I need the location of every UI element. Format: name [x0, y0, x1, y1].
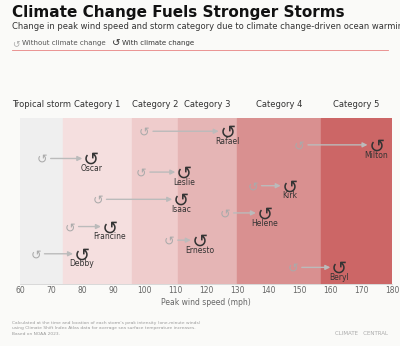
- Text: Category 2: Category 2: [132, 100, 178, 109]
- Text: ↺: ↺: [112, 38, 121, 48]
- Text: Milton: Milton: [365, 151, 388, 160]
- Bar: [237, 118, 321, 284]
- Bar: [132, 118, 178, 284]
- Text: Helene: Helene: [252, 219, 278, 228]
- Text: Calculated at the time and location of each storm's peak intensity (one-minute w: Calculated at the time and location of e…: [12, 321, 200, 336]
- Bar: [20, 118, 64, 284]
- Text: Isaac: Isaac: [171, 205, 191, 214]
- Bar: [178, 118, 237, 284]
- X-axis label: Peak wind speed (mph): Peak wind speed (mph): [161, 298, 251, 307]
- Text: Climate Change Fuels Stronger Storms: Climate Change Fuels Stronger Storms: [12, 5, 345, 20]
- Text: Rafael: Rafael: [216, 137, 240, 146]
- Text: Without climate change: Without climate change: [22, 40, 106, 46]
- Text: Change in peak wind speed and storm category due to climate change-driven ocean : Change in peak wind speed and storm cate…: [12, 22, 400, 31]
- Bar: [321, 118, 392, 284]
- Text: Tropical storm: Tropical storm: [12, 100, 71, 109]
- Text: Oscar: Oscar: [80, 164, 102, 173]
- Text: Category 3: Category 3: [184, 100, 231, 109]
- Text: Kirk: Kirk: [282, 191, 297, 200]
- Text: Debby: Debby: [70, 260, 94, 268]
- Text: Category 1: Category 1: [74, 100, 121, 109]
- Text: ↺: ↺: [12, 39, 20, 48]
- Text: Category 4: Category 4: [256, 100, 302, 109]
- Bar: [64, 118, 132, 284]
- Text: Francine: Francine: [94, 232, 126, 241]
- Text: Category 5: Category 5: [333, 100, 380, 109]
- Text: CLIMATE   CENTRAL: CLIMATE CENTRAL: [335, 331, 388, 336]
- Text: Ernesto: Ernesto: [185, 246, 214, 255]
- Text: With climate change: With climate change: [122, 40, 194, 46]
- Text: Beryl: Beryl: [330, 273, 349, 282]
- Text: Leslie: Leslie: [173, 178, 195, 187]
